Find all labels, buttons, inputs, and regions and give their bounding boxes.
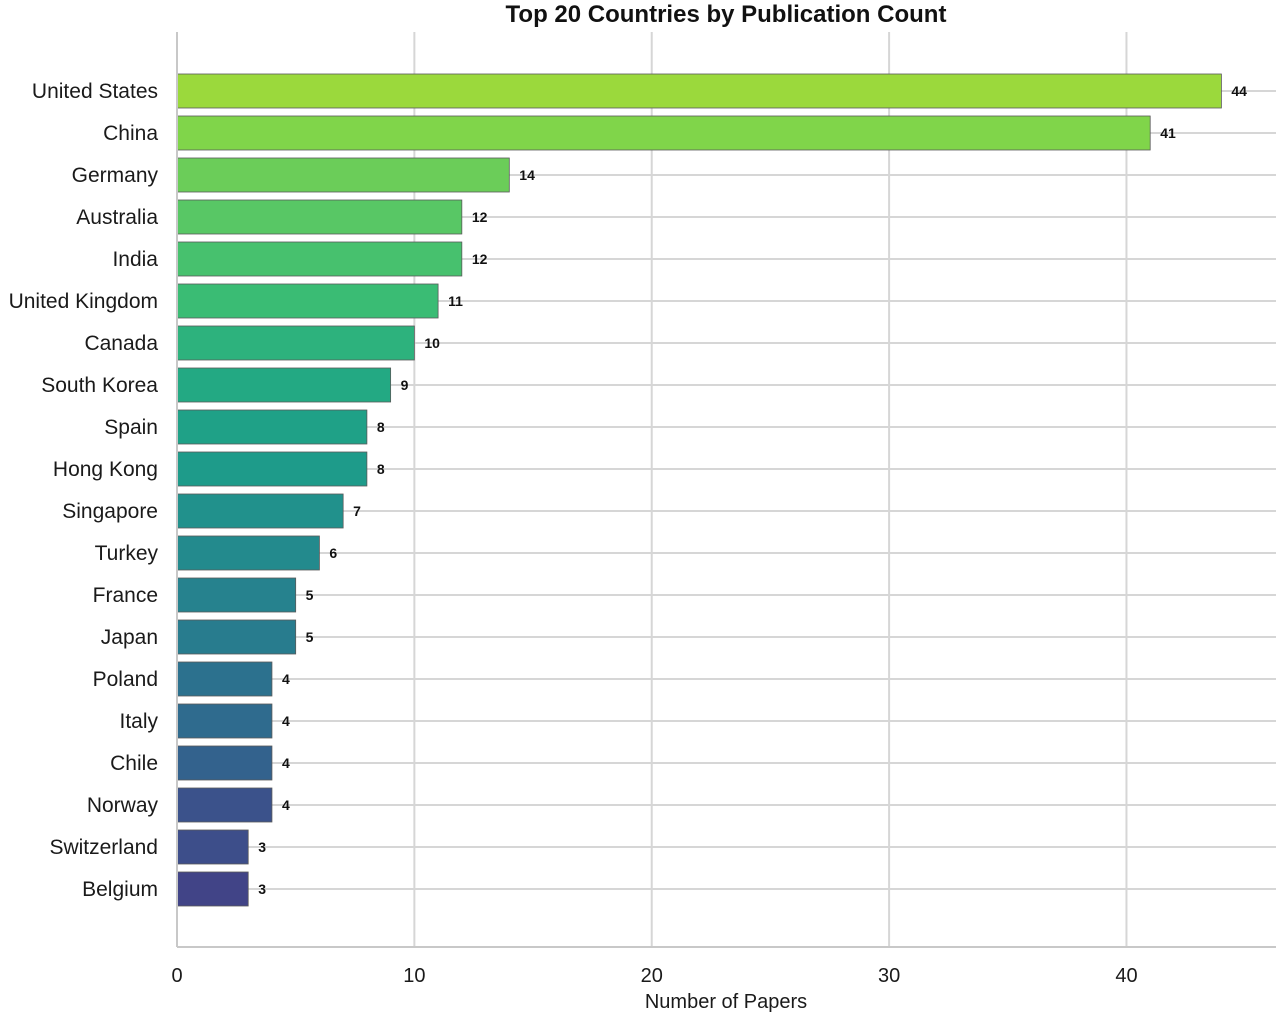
category-label: Australia	[76, 206, 158, 229]
category-label: Singapore	[62, 500, 158, 523]
bar	[176, 409, 368, 445]
bars	[176, 73, 1222, 907]
category-label: Japan	[101, 626, 158, 649]
bar	[176, 493, 344, 529]
bar	[176, 199, 463, 235]
bar	[176, 325, 415, 361]
bar	[176, 283, 439, 319]
value-label: 6	[329, 545, 337, 561]
value-label: 12	[472, 251, 488, 267]
category-label: United States	[32, 80, 158, 103]
value-label: 5	[306, 587, 314, 603]
category-label: China	[103, 122, 158, 145]
chart-title: Top 20 Countries by Publication Count	[506, 1, 947, 28]
category-label: Italy	[119, 710, 158, 733]
x-tick-labels: 0 10 20 30 40	[171, 965, 1137, 987]
bar	[176, 73, 1222, 109]
value-label: 10	[424, 335, 440, 351]
value-label: 4	[282, 755, 290, 771]
value-label: 8	[377, 461, 385, 477]
category-label: India	[112, 248, 158, 271]
value-label: 5	[306, 629, 314, 645]
category-label: South Korea	[41, 374, 158, 397]
category-label: Belgium	[82, 878, 158, 901]
bar	[176, 241, 463, 277]
category-labels: United States China Germany Australia India U…	[9, 80, 159, 901]
category-label: Chile	[110, 752, 158, 775]
category-label: Hong Kong	[53, 458, 158, 481]
value-label: 9	[401, 377, 409, 393]
bar	[176, 787, 273, 823]
x-tick-label: 20	[641, 965, 663, 987]
category-label: Canada	[84, 332, 158, 355]
value-label: 4	[282, 797, 290, 813]
bar	[176, 157, 510, 193]
value-label: 4	[282, 671, 290, 687]
value-label: 7	[353, 503, 361, 519]
bar	[176, 619, 297, 655]
bar	[176, 535, 320, 571]
bar	[176, 451, 368, 487]
category-label: Norway	[87, 794, 159, 817]
bar	[176, 367, 392, 403]
category-label: Spain	[104, 416, 158, 439]
bar	[176, 871, 249, 907]
x-tick-label: 40	[1115, 965, 1137, 987]
bar	[176, 829, 249, 865]
x-tick-label: 30	[878, 965, 900, 987]
x-axis-label: Number of Papers	[645, 991, 807, 1013]
category-label: United Kingdom	[9, 290, 158, 313]
value-label: 4	[282, 713, 290, 729]
category-label: Poland	[93, 668, 158, 691]
bar	[176, 577, 297, 613]
bar	[176, 745, 273, 781]
value-label: 8	[377, 419, 385, 435]
value-label: 44	[1231, 83, 1247, 99]
bar	[176, 703, 273, 739]
value-label: 41	[1160, 125, 1176, 141]
value-label: 14	[519, 167, 535, 183]
value-label: 11	[448, 293, 463, 309]
value-label: 12	[472, 209, 488, 225]
bar	[176, 115, 1151, 151]
x-tick-label: 10	[403, 965, 425, 987]
bar	[176, 661, 273, 697]
category-label: Switzerland	[49, 836, 158, 859]
x-tick-label: 0	[171, 965, 182, 987]
category-label: France	[93, 584, 158, 607]
category-label: Germany	[72, 164, 159, 187]
category-label: Turkey	[95, 542, 159, 565]
value-label: 3	[258, 839, 266, 855]
value-label: 3	[258, 881, 266, 897]
